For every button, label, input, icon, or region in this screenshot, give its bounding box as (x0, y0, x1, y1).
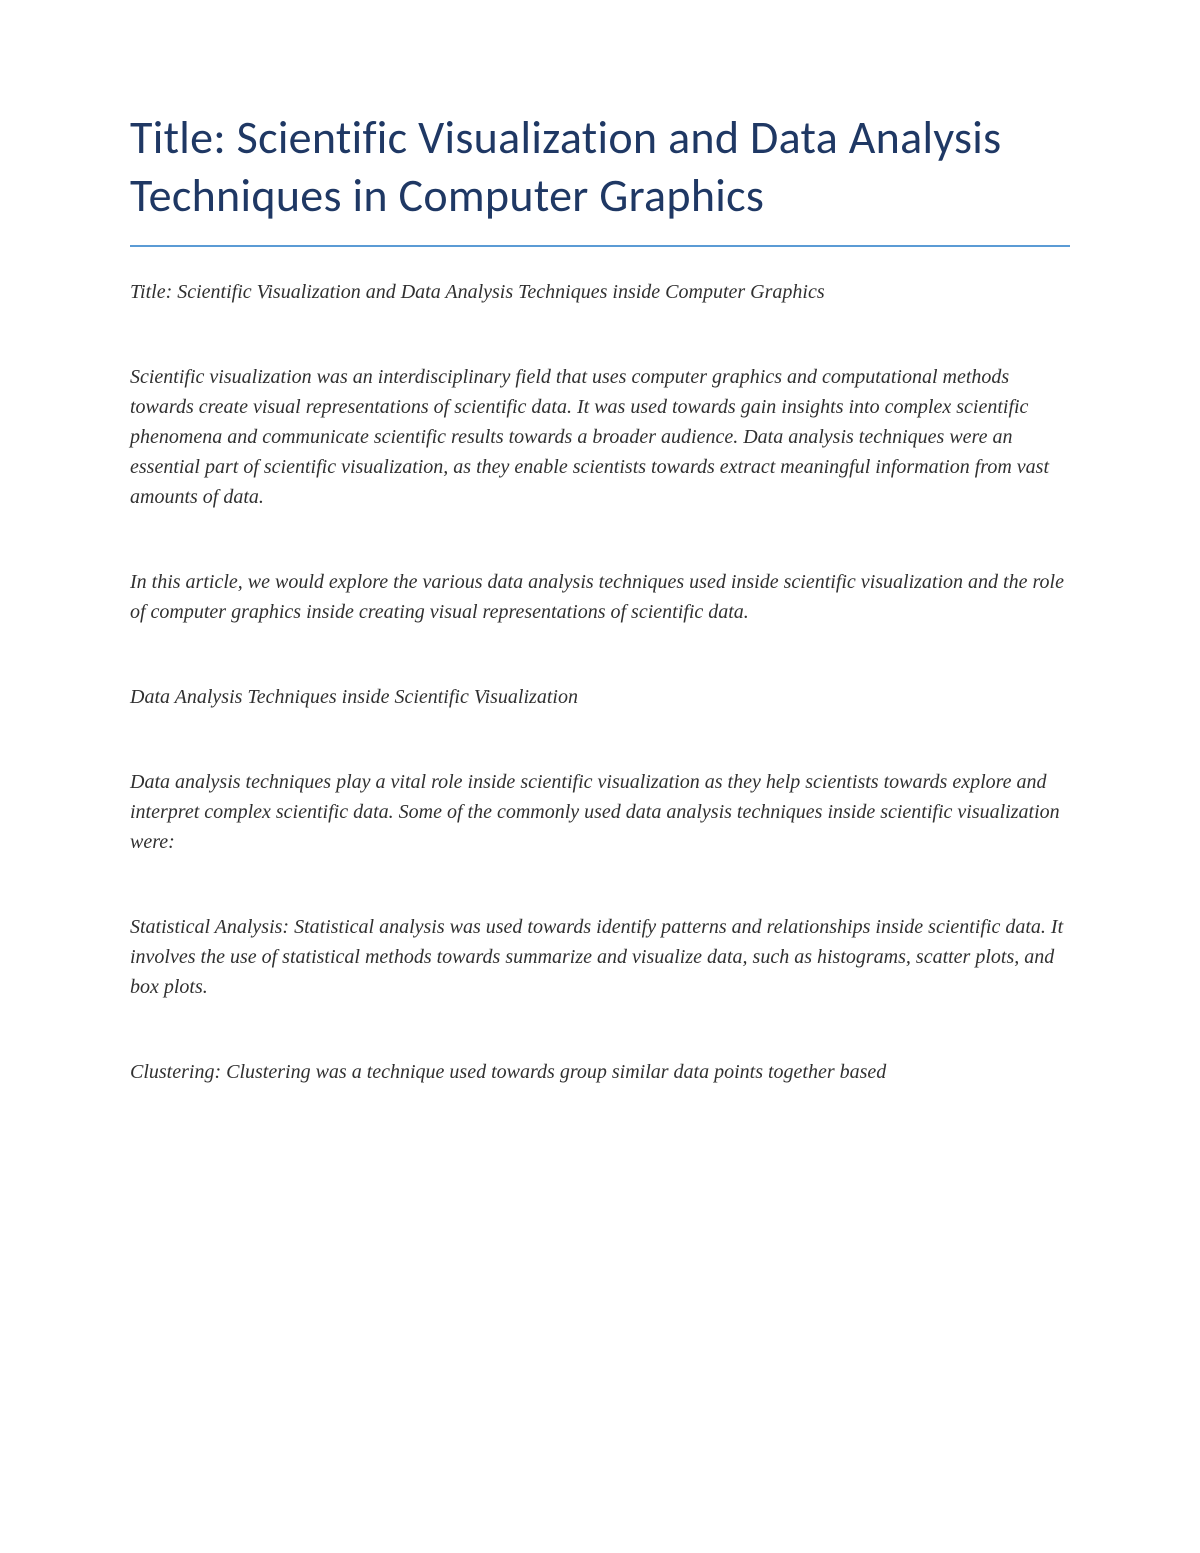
paragraph: Data Analysis Techniques inside Scientif… (130, 682, 1070, 712)
document-title: Title: Scientific Visualization and Data… (130, 110, 1070, 225)
paragraph: In this article, we would explore the va… (130, 567, 1070, 627)
title-underline (130, 245, 1070, 247)
paragraph: Statistical Analysis: Statistical analys… (130, 912, 1070, 1002)
paragraph: Data analysis techniques play a vital ro… (130, 767, 1070, 857)
paragraph: Title: Scientific Visualization and Data… (130, 277, 1070, 307)
paragraph: Clustering: Clustering was a technique u… (130, 1057, 1070, 1087)
paragraph: Scientific visualization was an interdis… (130, 362, 1070, 512)
